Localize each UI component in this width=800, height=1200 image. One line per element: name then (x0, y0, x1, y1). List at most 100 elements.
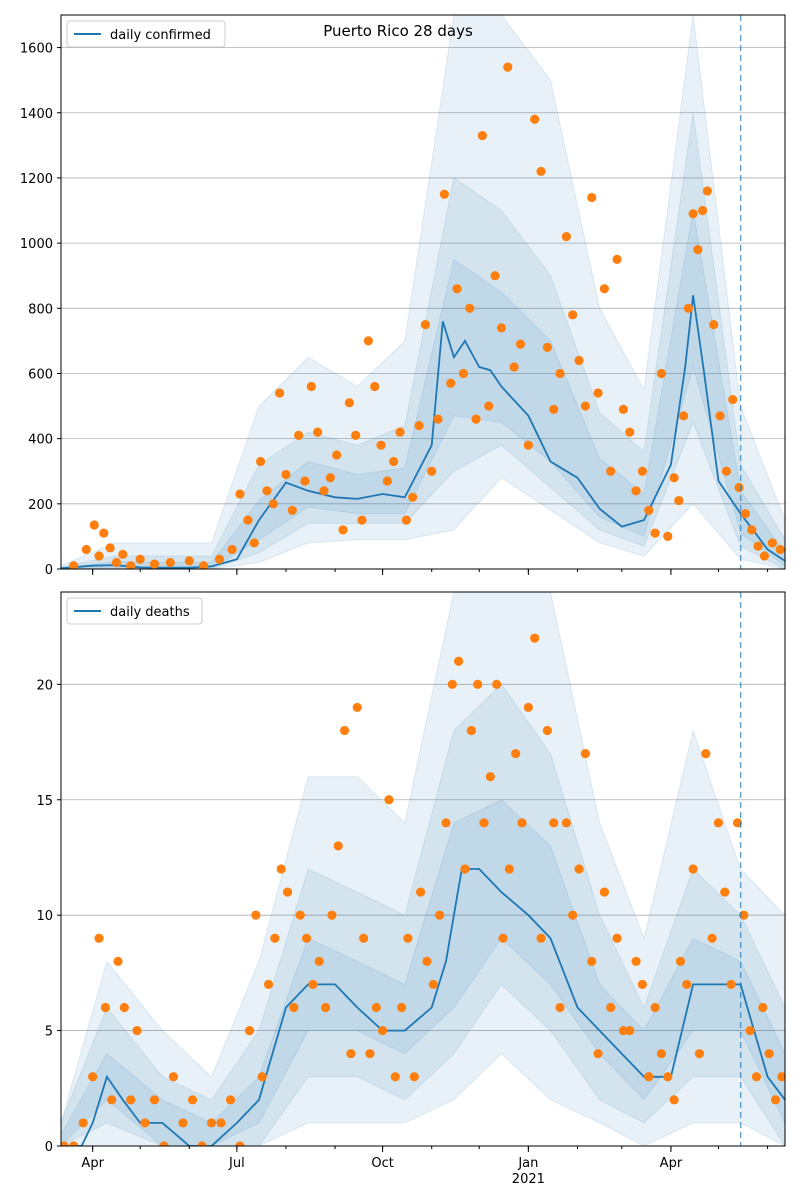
observed-point (454, 656, 464, 666)
observed-point (466, 725, 476, 736)
observed-point (165, 557, 175, 568)
observed-point (587, 956, 597, 966)
observed-point (275, 388, 285, 398)
observed-point (371, 1002, 381, 1013)
x-tick-label: Oct (371, 1156, 393, 1171)
observed-point (427, 466, 437, 476)
y-tick-label: 200 (28, 498, 53, 513)
observed-point (376, 440, 386, 450)
observed-point (777, 1072, 785, 1082)
uncertainty-band (61, 592, 785, 1146)
observed-point (477, 130, 488, 141)
observed-point (536, 166, 546, 177)
observed-point (465, 303, 475, 313)
observed-point (479, 818, 489, 828)
chart-panel-1: 0 200 400 600 800 1000 1200 1400 1600 daily confi… (20, 14, 786, 578)
observed-point (593, 388, 603, 398)
observed-point (555, 1002, 565, 1013)
observed-point (561, 232, 571, 242)
observed-point (365, 1049, 375, 1059)
observed-point (498, 933, 508, 943)
x-tick-label: Apr (81, 1156, 104, 1171)
observed-point (612, 254, 622, 265)
observed-point (187, 1095, 198, 1105)
uncertainty-band (61, 15, 785, 569)
observed-point (319, 486, 329, 496)
observed-point (682, 979, 692, 990)
observed-point (679, 411, 689, 421)
observed-point (338, 525, 348, 535)
observed-point (656, 1049, 667, 1059)
observed-point (650, 1002, 660, 1013)
observed-point (420, 319, 430, 330)
observed-point (325, 473, 335, 483)
observed-point (530, 633, 540, 643)
observed-point (758, 1002, 768, 1013)
axes-frame (60, 14, 786, 570)
observed-point (94, 551, 104, 561)
observed-point (403, 933, 413, 943)
observed-point (69, 561, 79, 569)
observed-point (618, 404, 629, 414)
observed-point (276, 864, 286, 874)
observed-point (688, 864, 698, 874)
observed-point (89, 520, 99, 530)
observed-point (61, 1141, 69, 1146)
observed-point (606, 466, 616, 476)
uncertainty-band (61, 210, 785, 569)
observed-point (435, 910, 445, 920)
observed-point (674, 495, 684, 506)
observed-point (113, 956, 123, 966)
observed-point (503, 62, 513, 72)
observed-point (119, 1002, 129, 1013)
observed-point (94, 933, 104, 943)
observed-point (382, 476, 392, 486)
observed-point (656, 368, 667, 379)
observed-point (612, 933, 622, 943)
observed-point (126, 1095, 136, 1105)
observed-point (281, 469, 291, 480)
observed-point (669, 1095, 679, 1105)
observed-point (701, 748, 711, 759)
observed-point (168, 1072, 179, 1082)
observed-point (517, 818, 527, 828)
observed-point (713, 818, 724, 828)
observed-point (140, 1118, 150, 1128)
observed-point (249, 538, 259, 548)
observed-point (599, 284, 609, 294)
observed-point (542, 725, 552, 736)
observed-point (707, 933, 717, 943)
observed-point (460, 864, 470, 874)
observed-point (149, 559, 160, 569)
series-line (61, 868, 785, 1146)
observed-point (767, 538, 777, 548)
observed-point (227, 544, 237, 555)
x-tick-label: Jan (517, 1156, 538, 1171)
observed-point (178, 1118, 188, 1128)
observed-point (243, 515, 253, 525)
observed-point (214, 554, 225, 564)
x-tick-label: Jul (228, 1156, 245, 1171)
observed-point (580, 401, 590, 411)
observed-point (485, 772, 495, 782)
observed-point (698, 205, 708, 216)
observed-point (401, 515, 411, 525)
observed-point (770, 1095, 781, 1105)
observed-point (530, 114, 540, 124)
observed-point (384, 795, 394, 805)
observed-point (414, 421, 424, 431)
observed-point (644, 1072, 654, 1082)
observed-point (574, 864, 584, 874)
observed-point (105, 543, 115, 553)
observed-point (289, 1002, 299, 1013)
observed-point (397, 1002, 407, 1013)
observed-point (631, 956, 641, 966)
y-tick-label: 1600 (20, 42, 53, 57)
observed-point (257, 1072, 267, 1082)
observed-point (352, 702, 362, 713)
observed-point (198, 561, 209, 569)
observed-point (78, 1118, 88, 1128)
observed-point (606, 1002, 616, 1013)
observed-point (734, 482, 744, 493)
observed-point (511, 748, 521, 759)
